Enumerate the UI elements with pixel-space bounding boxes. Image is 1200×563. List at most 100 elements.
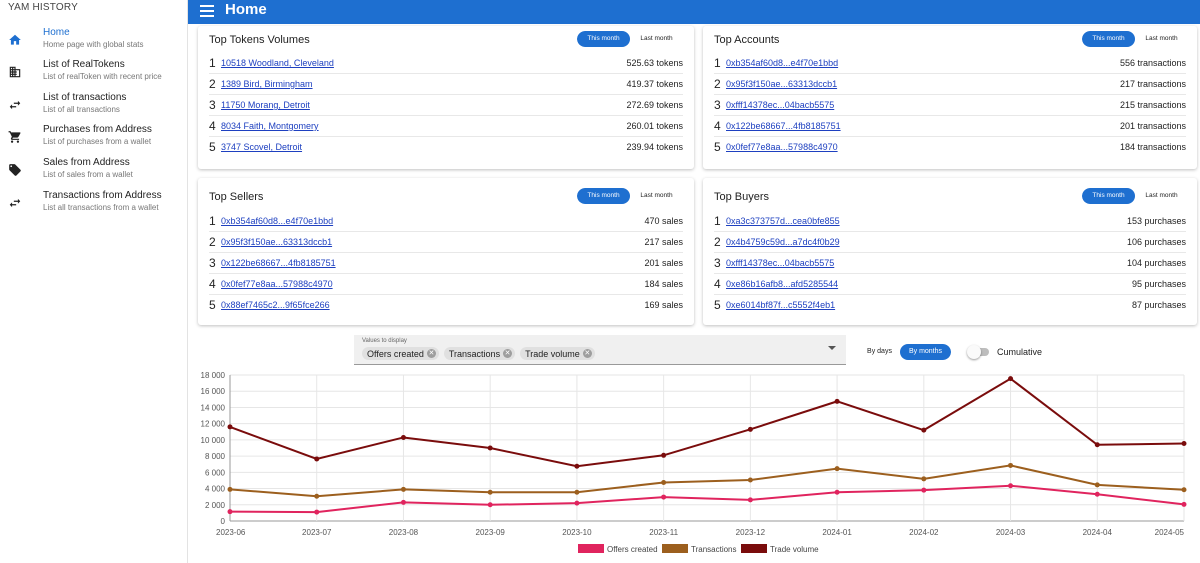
- data-point-transactions: [574, 489, 580, 495]
- y-tick-label: 12 000: [201, 420, 226, 429]
- sidebar-item-sales[interactable]: Sales from Address List of sales from a …: [0, 157, 188, 189]
- menu-icon[interactable]: [200, 5, 214, 17]
- sidebar-item-subtitle: Home page with global stats: [43, 40, 144, 49]
- this-month-button[interactable]: This month: [577, 31, 630, 47]
- values-select[interactable]: Values to display Offers created ✕ Trans…: [354, 335, 846, 365]
- address-link[interactable]: 0x88ef7465c2...9f65fce266: [221, 300, 330, 310]
- value: 470 sales: [644, 216, 683, 226]
- chip-trade-volume[interactable]: Trade volume ✕: [520, 347, 595, 360]
- data-point-offers-created: [661, 494, 667, 500]
- address-link[interactable]: 0xfff14378ec...04bacb5575: [726, 258, 835, 268]
- token-link[interactable]: 8034 Faith, Montgomery: [221, 121, 319, 131]
- data-point-offers-created: [487, 502, 493, 508]
- chip-offers-created[interactable]: Offers created ✕: [362, 347, 439, 360]
- data-point-transactions: [1008, 462, 1014, 468]
- value: 215 transactions: [1119, 100, 1186, 110]
- list-item: 5 0x0fef77e8aa...57988c4970 184 transact…: [714, 137, 1186, 158]
- value: 184 sales: [644, 279, 683, 289]
- list-item: 2 0x95f3f150ae...63313dccb1 217 transact…: [714, 74, 1186, 95]
- data-point-offers-created: [400, 499, 406, 505]
- by-days-button[interactable]: By days: [867, 348, 892, 355]
- y-tick-label: 2 000: [205, 501, 226, 510]
- data-point-trade-volume: [834, 398, 840, 404]
- remove-chip-icon[interactable]: ✕: [503, 349, 513, 358]
- address-link[interactable]: 0x0fef77e8aa...57988c4970: [221, 279, 333, 289]
- rank: 2: [714, 235, 721, 249]
- chip-transactions[interactable]: Transactions ✕: [443, 347, 516, 360]
- y-tick-label: 10 000: [201, 436, 226, 445]
- token-link[interactable]: 3747 Scovel, Detroit: [221, 142, 303, 152]
- token-link[interactable]: 10518 Woodland, Cleveland: [221, 58, 334, 68]
- data-point-transactions: [1181, 487, 1187, 493]
- legend-label-transactions: Transactions: [691, 545, 737, 554]
- data-point-offers-created: [574, 500, 580, 506]
- x-tick-label: 2023-06: [216, 528, 246, 537]
- list-item: 4 0xe86b16afb8...afd5285544 95 purchases: [714, 274, 1186, 295]
- value: 184 transactions: [1119, 142, 1186, 152]
- address-link[interactable]: 0x4b4759c59d...a7dc4f0b29: [726, 237, 840, 247]
- sidebar-item-subtitle: List of purchases from a wallet: [43, 137, 152, 146]
- this-month-button[interactable]: This month: [1082, 31, 1135, 47]
- x-tick-label: 2023-07: [302, 528, 332, 537]
- rank: 3: [209, 256, 216, 270]
- last-month-button[interactable]: Last month: [630, 188, 683, 204]
- last-month-button[interactable]: Last month: [1135, 31, 1188, 47]
- data-point-trade-volume: [487, 445, 493, 451]
- address-link[interactable]: 0x95f3f150ae...63313dccb1: [726, 79, 838, 89]
- sidebar-item-realtokens[interactable]: List of RealTokens List of realToken wit…: [0, 59, 188, 91]
- x-tick-label: 2023-09: [476, 528, 506, 537]
- x-tick-label: 2023-10: [562, 528, 592, 537]
- sidebar-item-label: Purchases from Address: [43, 124, 152, 135]
- address-link[interactable]: 0xe6014bf87f...c5552f4eb1: [726, 300, 836, 310]
- value: 260.01 tokens: [626, 121, 683, 131]
- y-tick-label: 6 000: [205, 468, 226, 477]
- sidebar-item-purchases[interactable]: Purchases from Address List of purchases…: [0, 124, 188, 156]
- value: 217 sales: [644, 237, 683, 247]
- rank: 2: [209, 235, 216, 249]
- y-tick-label: 16 000: [201, 387, 226, 396]
- address-link[interactable]: 0x95f3f150ae...63313dccb1: [221, 237, 333, 247]
- remove-chip-icon[interactable]: ✕: [426, 349, 436, 358]
- rank: 5: [209, 298, 216, 312]
- y-tick-label: 14 000: [201, 403, 226, 412]
- this-month-button[interactable]: This month: [1082, 188, 1135, 204]
- sidebar-item-home[interactable]: Home Home page with global stats: [0, 27, 188, 59]
- address-link[interactable]: 0xb354af60d8...e4f70e1bbd: [726, 58, 839, 68]
- token-link[interactable]: 11750 Morang, Detroit: [221, 100, 310, 110]
- address-link[interactable]: 0x122be68667...4fb8185751: [726, 121, 841, 131]
- token-link[interactable]: 1389 Bird, Birmingham: [221, 79, 313, 89]
- address-link[interactable]: 0xa3c373757d...cea0bfe855: [726, 216, 840, 226]
- chip-label: Trade volume: [525, 348, 580, 359]
- remove-chip-icon[interactable]: ✕: [582, 349, 592, 358]
- dropdown-arrow-icon[interactable]: [828, 346, 836, 350]
- rank: 3: [209, 98, 216, 112]
- card-top-accounts: Top Accounts This month Last month 1 0xb…: [703, 26, 1197, 169]
- address-link[interactable]: 0xfff14378ec...04bacb5575: [726, 100, 835, 110]
- by-months-button[interactable]: By months: [900, 344, 951, 360]
- rank: 5: [714, 298, 721, 312]
- card-title: Top Buyers: [714, 191, 770, 203]
- sidebar-item-transactions[interactable]: List of transactions List of all transac…: [0, 92, 188, 124]
- y-tick-label: 18 000: [201, 371, 226, 380]
- list-item: 1 0xb354af60d8...e4f70e1bbd 556 transact…: [714, 53, 1186, 74]
- home-icon: [9, 34, 21, 45]
- x-tick-label: 2024-01: [822, 528, 852, 537]
- sidebar-item-address-transactions[interactable]: Transactions from Address List all trans…: [0, 190, 188, 222]
- swap-icon: [9, 100, 21, 110]
- data-point-trade-volume: [1094, 442, 1100, 448]
- sidebar-item-label: List of RealTokens: [43, 59, 125, 70]
- data-point-trade-volume: [227, 424, 233, 430]
- address-link[interactable]: 0xb354af60d8...e4f70e1bbd: [221, 216, 334, 226]
- last-month-button[interactable]: Last month: [1135, 188, 1188, 204]
- sidebar-item-label: Home: [43, 27, 70, 38]
- data-point-offers-created: [227, 509, 233, 515]
- sidebar-item-label: List of transactions: [43, 92, 127, 103]
- last-month-button[interactable]: Last month: [630, 31, 683, 47]
- this-month-button[interactable]: This month: [577, 188, 630, 204]
- cumulative-switch[interactable]: [967, 345, 989, 359]
- rank: 5: [714, 140, 721, 154]
- address-link[interactable]: 0x122be68667...4fb8185751: [221, 258, 336, 268]
- address-link[interactable]: 0x0fef77e8aa...57988c4970: [726, 142, 838, 152]
- address-link[interactable]: 0xe86b16afb8...afd5285544: [726, 279, 839, 289]
- rank: 3: [714, 256, 721, 270]
